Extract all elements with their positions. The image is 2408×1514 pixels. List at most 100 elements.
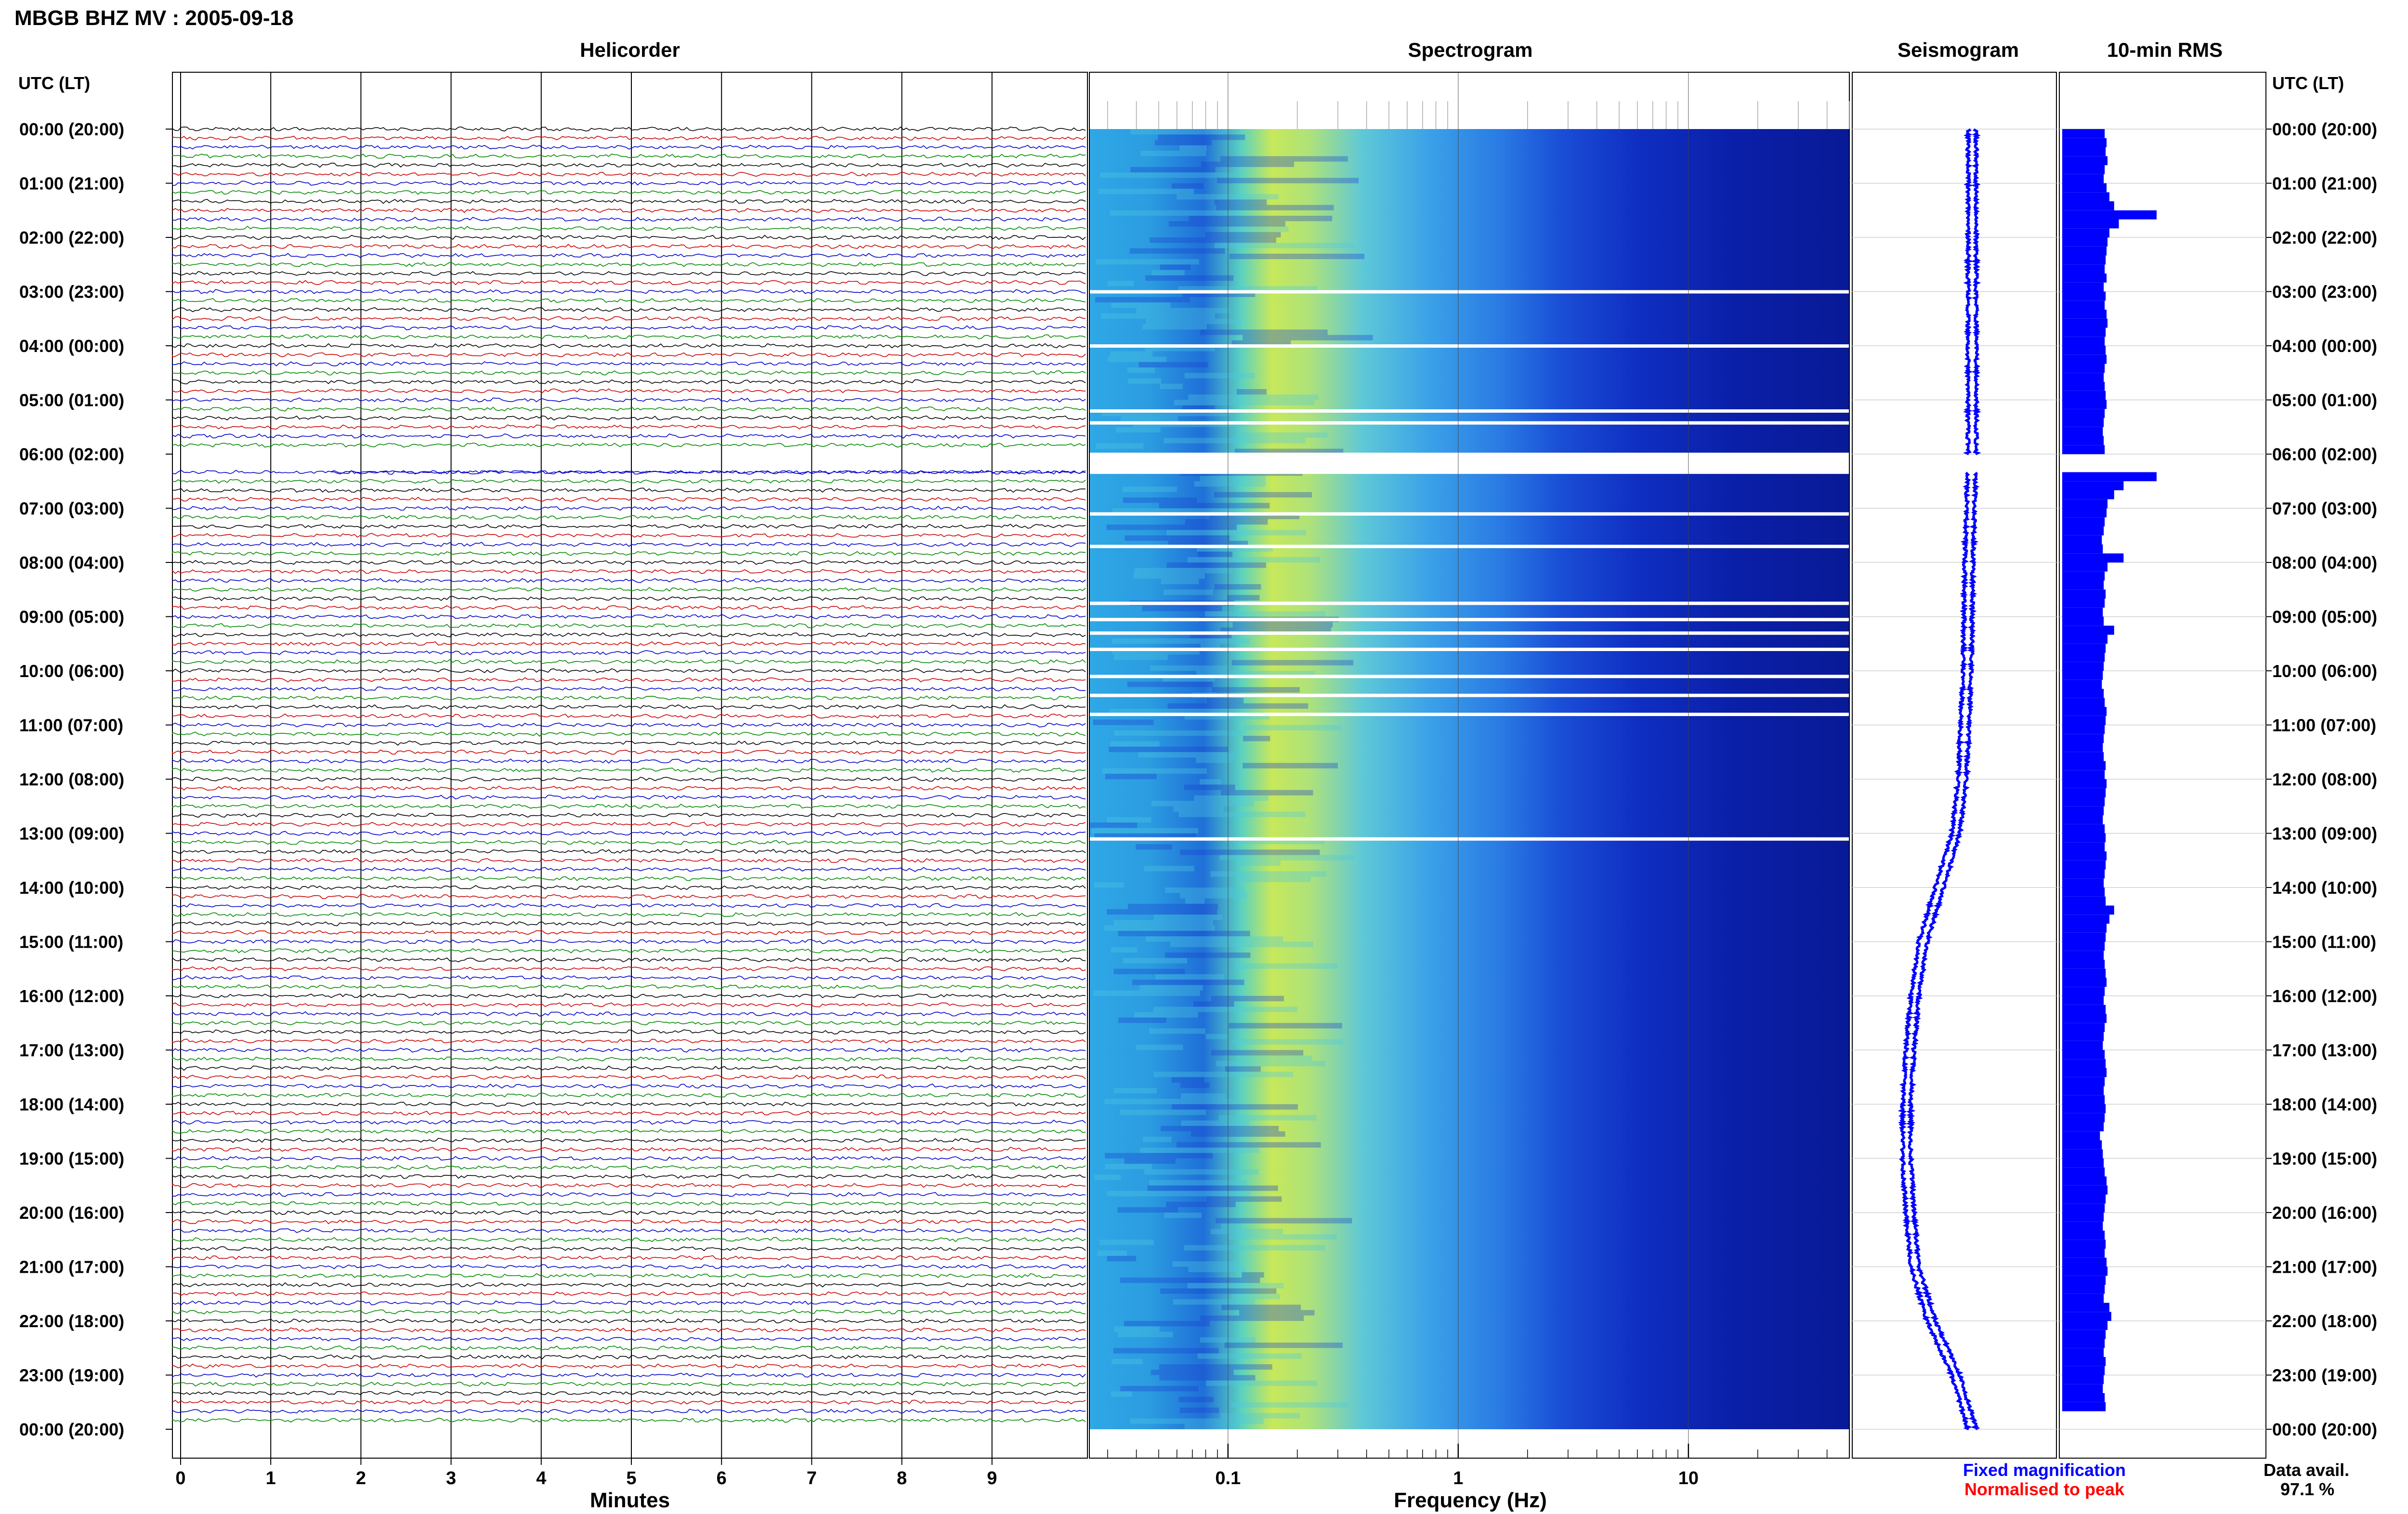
spectrogram-stripe: [1107, 1191, 1251, 1197]
spectrogram-stripe: [1172, 1104, 1298, 1110]
rms-bar: [2062, 806, 2104, 816]
spectrogram-stripe: [1124, 1321, 1210, 1327]
rms-bar: [2062, 1185, 2108, 1195]
rms-bar: [2062, 1194, 2106, 1204]
rms-bar: [2062, 1068, 2107, 1077]
spectrogram-stripe: [1220, 1413, 1300, 1419]
spectrogram-stripe: [1231, 340, 1291, 346]
spectrogram-stripe: [1166, 530, 1306, 535]
spectrogram-stripe: [1160, 264, 1191, 270]
rms-bar: [2062, 508, 2107, 518]
spectrogram-stripe: [1163, 676, 1216, 682]
rms-bar: [2062, 210, 2157, 220]
helicorder-trace: [172, 894, 1086, 900]
spectrogram-stripe: [1216, 1218, 1352, 1224]
spectrogram-stripe: [1216, 205, 1334, 210]
helicorder-trace: [172, 1381, 1086, 1387]
helicorder-x-tick-label: 6: [717, 1468, 727, 1488]
helicorder-trace: [172, 903, 1086, 908]
rms-bar: [2062, 1203, 2105, 1213]
helicorder-trace: [172, 550, 1086, 556]
helicorder-trace: [172, 415, 1086, 421]
spectrogram-stripe: [1220, 156, 1348, 162]
spectrogram-stripe: [1110, 210, 1239, 216]
time-label-left: 20:00 (16:00): [19, 1203, 124, 1223]
rms-bar: [2062, 978, 2107, 987]
helicorder-trace: [172, 1110, 1086, 1116]
spectrogram-gap-row: [1089, 837, 1849, 841]
rms-bar: [2062, 156, 2108, 166]
time-axis-header-left: UTC (LT): [18, 73, 90, 93]
rms-bar: [2062, 1032, 2104, 1041]
rms-bar: [2062, 616, 2104, 626]
helicorder-trace: [172, 1282, 1086, 1288]
helicorder-trace: [172, 379, 1086, 385]
spectrogram-stripe: [1196, 757, 1233, 763]
spectrogram-x-tick-label: 1: [1453, 1468, 1463, 1488]
helicorder-trace: [172, 659, 1086, 665]
helicorder-trace: [172, 587, 1086, 592]
spectrogram-stripe: [1243, 335, 1373, 340]
helicorder-trace: [172, 514, 1086, 520]
spectrogram-stripe: [1211, 1050, 1304, 1056]
rms-bar: [2062, 364, 2105, 373]
rms-bar: [2062, 698, 2105, 707]
spectrogram-stripe: [1113, 968, 1185, 975]
spectrogram-stripe: [1158, 134, 1245, 140]
helicorder-trace: [172, 957, 1086, 963]
data-availability-value: 97.1 %: [2280, 1479, 2334, 1499]
rms-bar: [2062, 436, 2104, 445]
rms-bar: [2062, 1339, 2105, 1348]
rms-bar: [2062, 996, 2104, 1005]
spectrogram-stripe: [1196, 671, 1315, 677]
helicorder-trace: [172, 1228, 1086, 1233]
spectrogram-stripe: [1096, 259, 1199, 265]
spectrogram-stripe: [1243, 736, 1270, 742]
spectrogram-stripe: [1179, 145, 1207, 151]
spectrogram-stripe: [1178, 811, 1306, 817]
spectrogram-gap-row: [1089, 648, 1849, 651]
helicorder-trace: [172, 298, 1086, 303]
spectrogram-gap-row: [1089, 512, 1849, 516]
spectrogram-stripe: [1139, 362, 1209, 368]
spectrogram-stripe: [1160, 1288, 1277, 1294]
spectrogram-stripe: [1200, 476, 1266, 482]
rms-bar: [2062, 599, 2105, 608]
spectrogram-stripe: [1180, 849, 1320, 855]
spectrogram-stripe: [1180, 1083, 1210, 1088]
helicorder-x-tick-label: 9: [987, 1468, 997, 1488]
helicorder-trace: [172, 325, 1086, 330]
rms-frame: [2059, 72, 2266, 1459]
spectrogram-stripe: [1107, 1256, 1137, 1262]
rms-bar: [2062, 888, 2105, 897]
helicorder-trace: [172, 1273, 1086, 1279]
spectrogram-stripe: [1136, 1044, 1183, 1050]
time-label-right: 17:00 (13:00): [2272, 1041, 2377, 1060]
rms-bar: [2062, 400, 2107, 409]
spectrogram-stripe: [1107, 817, 1152, 823]
helicorder-trace: [172, 280, 1086, 286]
helicorder-trace: [172, 181, 1086, 186]
rms-bar: [2062, 571, 2105, 581]
spectrogram-gap-row: [1089, 675, 1849, 679]
rms-bar: [2062, 255, 2106, 265]
spectrogram-stripe: [1118, 1018, 1166, 1023]
helicorder-trace: [172, 442, 1086, 448]
spectrogram-stripe: [1206, 1196, 1282, 1202]
rms-bar: [2062, 445, 2105, 455]
helicorder-trace: [331, 470, 1086, 474]
spectrogram-stripe: [1124, 1158, 1176, 1164]
rms-bar: [2062, 580, 2104, 590]
rms-bar: [2062, 427, 2103, 436]
rms-bar: [2062, 274, 2107, 283]
rms-bar: [2062, 896, 2106, 906]
helicorder-trace: [172, 1399, 1086, 1405]
spectrogram-stripe: [1112, 508, 1234, 514]
spectrogram-gap-row: [1089, 409, 1849, 413]
spectrogram-stripe: [1112, 1358, 1143, 1365]
spectrogram-stripe: [1232, 622, 1333, 628]
rms-bar: [2062, 779, 2107, 788]
spectrogram-stripe: [1151, 270, 1185, 275]
spectrogram-stripe: [1200, 779, 1221, 785]
spectrogram-stripe: [1173, 806, 1224, 812]
